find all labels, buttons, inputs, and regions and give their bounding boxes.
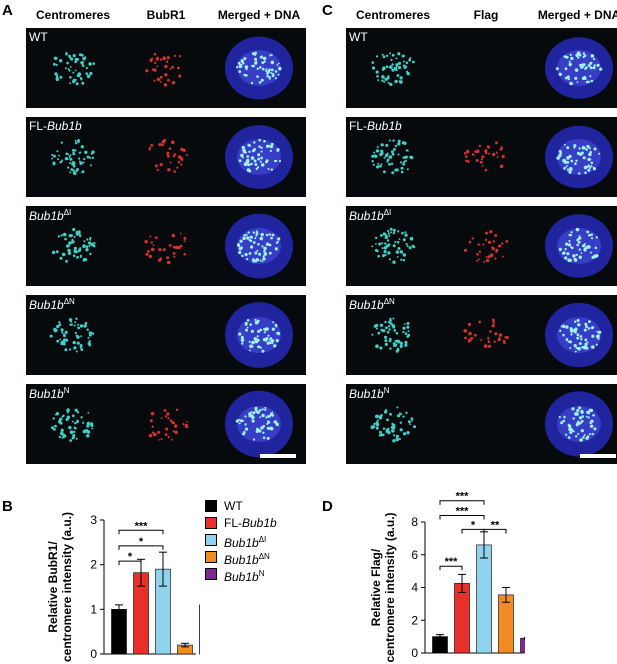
micrograph-cell (532, 206, 617, 286)
y-axis-label: centromere intensity (a.u.) (383, 512, 397, 662)
micrograph-cell (439, 384, 533, 464)
micrograph-cell (439, 206, 533, 286)
panel-label-d: D (322, 498, 333, 515)
column-header: Centromeres (355, 8, 431, 22)
row-label: WT (29, 30, 48, 44)
micrograph-cell (212, 384, 306, 464)
significance-label: ** (491, 519, 500, 531)
row-label: FL-Bub1b (29, 119, 82, 133)
panel-label-a: A (2, 2, 13, 19)
micrograph-cell (212, 117, 306, 197)
scale-bar (580, 454, 616, 458)
legend-swatch (205, 568, 217, 580)
legend-label: Bub1bΔN (224, 552, 270, 567)
legend-swatch (205, 517, 217, 529)
micrograph-cell: WT (26, 28, 120, 108)
row-label: Bub1bΔN (29, 297, 75, 312)
micrograph-cell (119, 384, 213, 464)
panel-label-c: C (322, 2, 333, 19)
micrograph-cell (212, 28, 306, 108)
micrograph-cell (439, 295, 533, 375)
significance-label: * (128, 551, 133, 563)
column-header: Centromeres (35, 8, 111, 22)
legend-label: Bub1bN (224, 569, 265, 584)
micrograph-cell: Bub1bΔN (346, 295, 440, 375)
legend-swatch (205, 500, 217, 512)
row-label: WT (349, 30, 368, 44)
y-tick-label: 6 (411, 548, 418, 562)
y-tick-label: 2 (90, 558, 97, 572)
micrograph-cell: Bub1bΔI (26, 206, 120, 286)
significance-bracket (118, 529, 164, 535)
column-header: BubR1 (146, 8, 186, 22)
significance-bracket (118, 560, 142, 566)
micrograph-cell (532, 384, 617, 464)
y-tick-label: 2 (411, 613, 418, 627)
y-tick-label: 0 (90, 647, 97, 661)
legend-swatch (205, 551, 217, 563)
micrograph-cell: Bub1bΔN (26, 295, 120, 375)
row-label: FL-Bub1b (349, 119, 402, 133)
bar (520, 637, 525, 654)
micrograph-cell: Bub1bN (346, 384, 440, 464)
micrograph-cell (439, 117, 533, 197)
micrograph-cell: FL-Bub1b (26, 117, 120, 197)
significance-label: *** (456, 491, 470, 503)
significance-label: *** (445, 556, 459, 568)
row-label: Bub1bΔN (349, 297, 395, 312)
micrograph-cell (212, 206, 306, 286)
significance-bracket (118, 545, 164, 550)
column-header: Flag (473, 8, 499, 22)
micrograph-cell (212, 295, 306, 375)
row-label: Bub1bN (29, 386, 70, 401)
y-tick-label: 0 (411, 646, 418, 660)
y-tick-label: 1 (90, 602, 97, 616)
micrograph-cell: Bub1bN (26, 384, 120, 464)
y-tick-label: 8 (411, 515, 418, 529)
legend-label: FL-Bub1b (224, 516, 277, 530)
significance-bracket (483, 528, 507, 534)
scale-bar (260, 454, 296, 458)
micrograph-cell (119, 206, 213, 286)
y-axis-label: Relative BubR1/ (46, 541, 60, 633)
row-label: Bub1bΔI (349, 208, 392, 223)
row-label: Bub1bΔI (29, 208, 72, 223)
micrograph-cell: Bub1bΔI (346, 206, 440, 286)
micrograph-cell (532, 28, 617, 108)
y-tick-label: 3 (90, 513, 97, 527)
legend-label: Bub1bΔI (224, 535, 267, 550)
significance-bracket (439, 500, 485, 505)
significance-label: *** (456, 505, 470, 517)
bar-chart-d: Relative Flag/centromere intensity (a.u.… (369, 491, 525, 663)
micrograph-cell (532, 117, 617, 197)
y-axis-label: Relative Flag/ (369, 548, 383, 626)
y-axis-label: centromere intensity (a.u.) (60, 512, 74, 662)
column-header: Merged + DNA (217, 8, 301, 22)
bar (454, 583, 470, 654)
row-label: Bub1bN (349, 386, 390, 401)
significance-label: *** (135, 520, 149, 532)
micrograph-cell (532, 295, 617, 375)
micrograph-cell: FL-Bub1b (346, 117, 440, 197)
micrograph-cell (119, 295, 213, 375)
micrograph-cell (119, 28, 213, 108)
column-header: Merged + DNA (537, 8, 617, 22)
bar-chart-b: Relative BubR1/centromere intensity (a.u… (46, 512, 200, 662)
y-tick-label: 4 (411, 581, 418, 595)
significance-bracket (439, 565, 463, 571)
bar (111, 609, 127, 655)
micrograph-cell (439, 28, 533, 108)
micrograph-cell (119, 117, 213, 197)
significance-label: * (471, 519, 476, 531)
micrograph-cell: WT (346, 28, 440, 108)
legend-label: WT (224, 499, 243, 513)
bar (498, 594, 514, 654)
bar (199, 604, 200, 655)
legend-swatch (205, 534, 217, 546)
bar (476, 544, 492, 654)
legend: WT FL-Bub1b Bub1bΔI Bub1bΔN Bub1bN (205, 498, 325, 588)
significance-label: * (139, 536, 144, 548)
significance-bracket (439, 514, 485, 520)
panel-label-b: B (2, 498, 13, 515)
